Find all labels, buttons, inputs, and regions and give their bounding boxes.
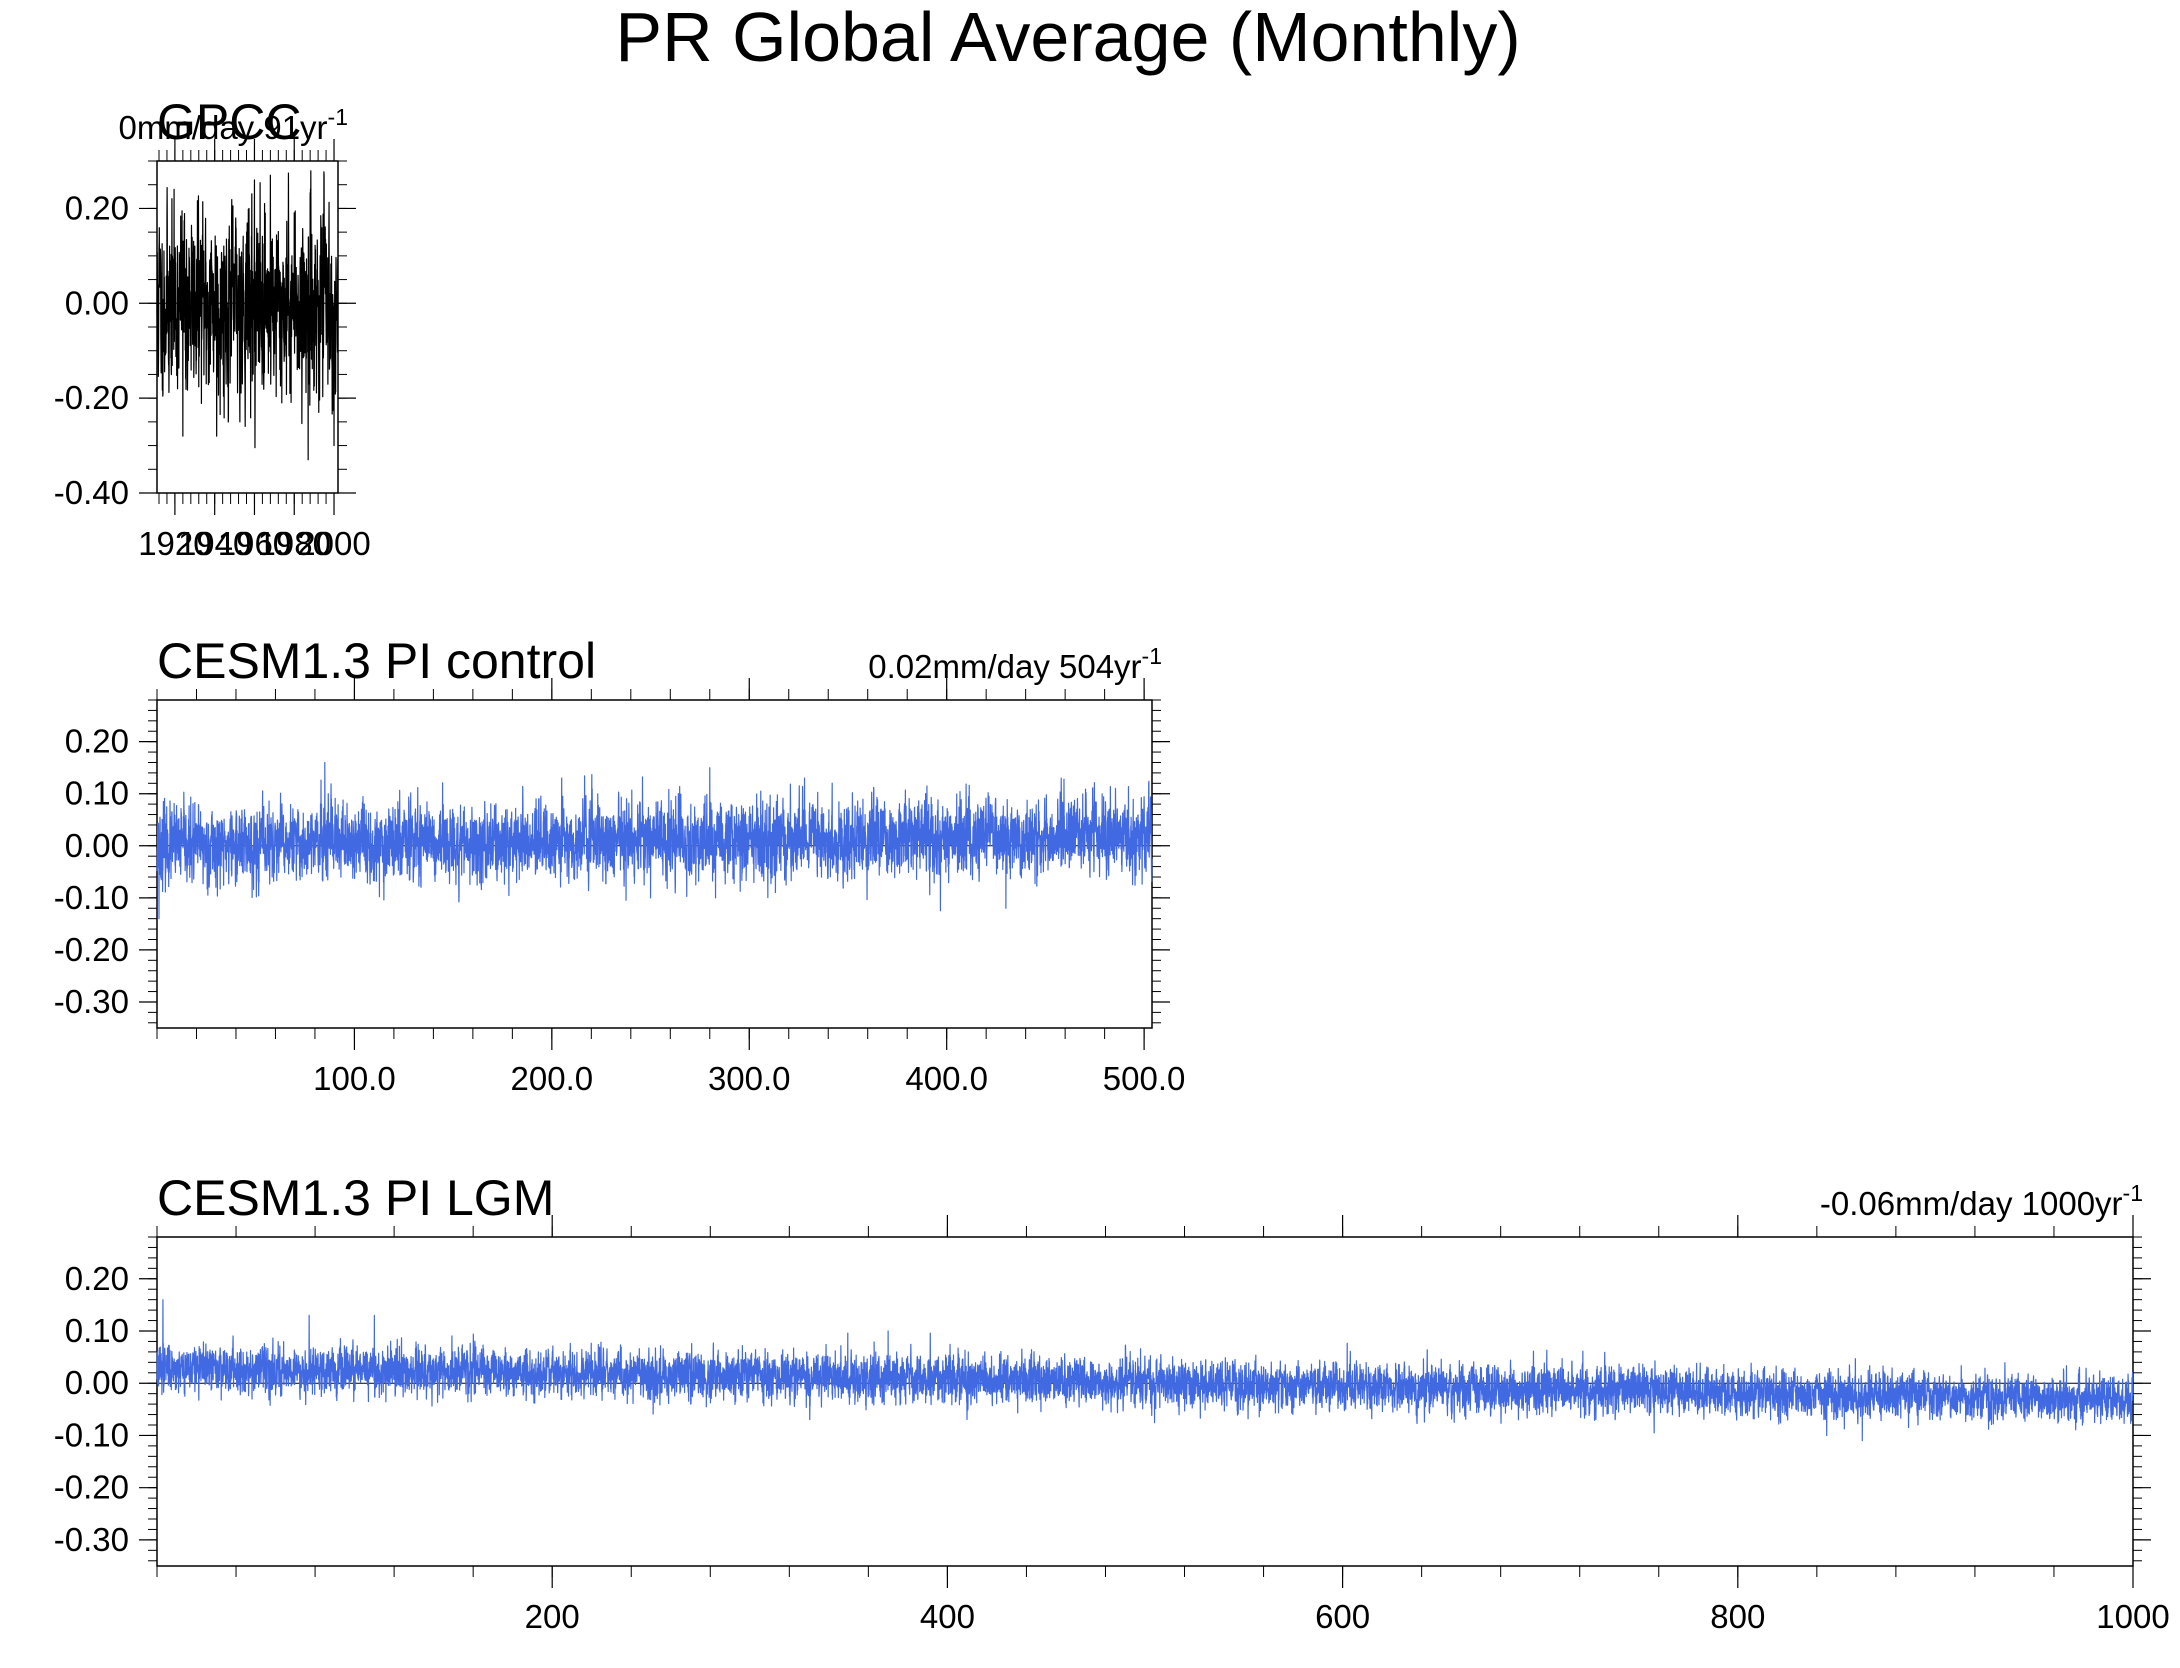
trend-label: -0.06mm/day 1000yr-1 xyxy=(1820,1180,2143,1222)
panel-title: GPCC xyxy=(157,94,301,150)
panel-title: CESM1.3 PI control xyxy=(157,633,596,689)
y-tick-label: -0.30 xyxy=(54,983,129,1020)
y-tick-label: 0.10 xyxy=(65,1312,129,1349)
x-tick-label: 200 xyxy=(525,1598,580,1635)
y-tick-label: 0.20 xyxy=(65,1260,129,1297)
trend-value: 0.02mm/day 504yr xyxy=(868,648,1141,685)
y-tick-label: -0.20 xyxy=(54,1469,129,1506)
x-tick-label: 400 xyxy=(920,1598,975,1635)
trend-value: -0.06mm/day 1000yr xyxy=(1820,1185,2123,1222)
y-tick-label: 0.00 xyxy=(65,827,129,864)
x-tick-label: 2000 xyxy=(297,525,370,562)
page-title: PR Global Average (Monthly) xyxy=(615,0,1520,76)
x-tick-label: 100.0 xyxy=(313,1060,396,1097)
y-tick-label: 0.00 xyxy=(65,284,129,321)
trend-value: 0mm/day 91yr xyxy=(118,109,327,146)
x-tick-label: 1000 xyxy=(2096,1598,2169,1635)
panel-title: CESM1.3 PI LGM xyxy=(157,1170,554,1226)
y-tick-label: 0.10 xyxy=(65,775,129,812)
trend-exponent: -1 xyxy=(2123,1180,2143,1206)
y-tick-label: -0.10 xyxy=(54,1416,129,1453)
y-tick-label: -0.30 xyxy=(54,1521,129,1558)
x-tick-label: 500.0 xyxy=(1103,1060,1186,1097)
x-tick-label: 400.0 xyxy=(905,1060,988,1097)
y-tick-label: 0.00 xyxy=(65,1364,129,1401)
trend-label: 0mm/day 91yr-1 xyxy=(118,104,348,146)
plot-frame xyxy=(156,1236,2134,1567)
series-line xyxy=(156,1299,2134,1442)
panel-pi-control: CESM1.3 PI control 0.02mm/day 504yr-1 -0.3… xyxy=(54,633,1186,1097)
x-tick-label: 600 xyxy=(1315,1598,1370,1635)
x-tick-label: 200.0 xyxy=(511,1060,594,1097)
panel-pi-lgm: CESM1.3 PI LGM -0.06mm/day 1000yr-1 -0.30 -… xyxy=(54,1170,2170,1635)
trend-label: 0.02mm/day 504yr-1 xyxy=(868,643,1162,685)
y-tick-label: 0.20 xyxy=(65,189,129,226)
x-tick-label: 800 xyxy=(1710,1598,1765,1635)
x-tick-label: 300.0 xyxy=(708,1060,791,1097)
y-tick-label: -0.10 xyxy=(54,879,129,916)
y-tick-label: 0.20 xyxy=(65,723,129,760)
y-tick-label: -0.40 xyxy=(54,474,129,511)
trend-exponent: -1 xyxy=(328,104,348,130)
y-tick-label: -0.20 xyxy=(54,379,129,416)
y-tick-label: -0.20 xyxy=(54,931,129,968)
series-line xyxy=(156,170,339,461)
x-tick-label: 1960 xyxy=(218,525,291,562)
x-tick-label: 1940 xyxy=(178,525,251,562)
series-line xyxy=(156,761,1153,920)
trend-exponent: -1 xyxy=(1142,643,1162,669)
x-tick-label: 1980 xyxy=(258,525,331,562)
x-tick-label: 1920 xyxy=(138,525,211,562)
